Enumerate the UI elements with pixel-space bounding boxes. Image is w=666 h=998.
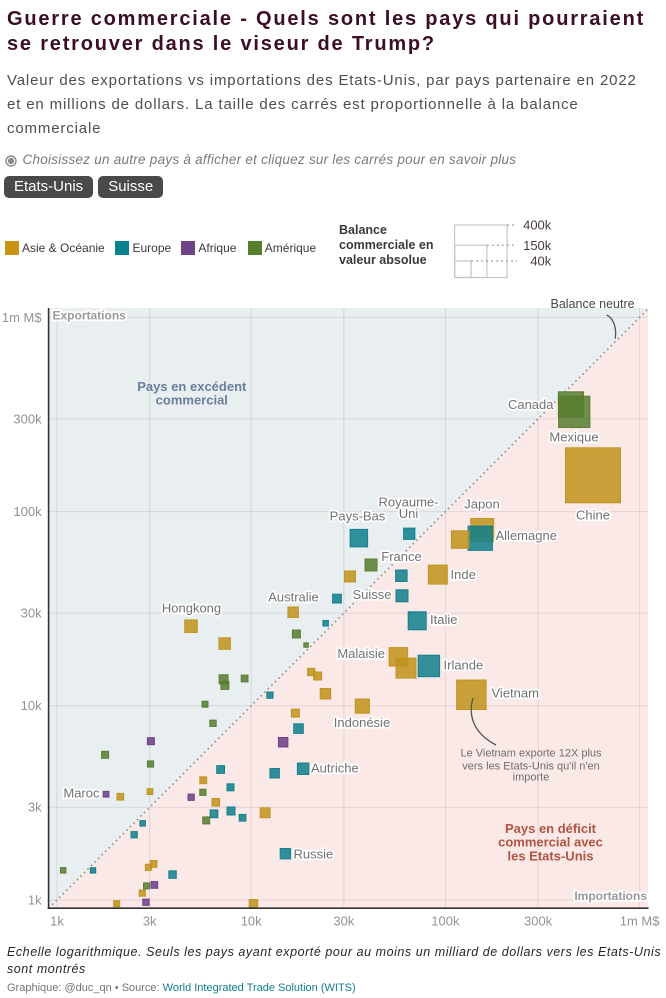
svg-text:les Etats-Unis: les Etats-Unis [508, 849, 594, 864]
svg-text:Autriche: Autriche [311, 761, 359, 776]
svg-text:30k: 30k [21, 606, 42, 621]
svg-text:Importations: Importations [574, 889, 647, 903]
svg-text:Pays-Bas: Pays-Bas [330, 509, 386, 524]
svg-text:400k: 400k [523, 218, 552, 233]
svg-text:Indonésie: Indonésie [334, 715, 390, 730]
svg-text:Hongkong: Hongkong [162, 601, 221, 616]
svg-text:Pays en déficit: Pays en déficit [505, 821, 597, 836]
svg-text:150k: 150k [523, 238, 552, 253]
svg-text:Japon: Japon [464, 497, 499, 512]
svg-text:Canada: Canada [508, 397, 554, 412]
svg-text:10k: 10k [21, 698, 42, 713]
svg-text:Exportations: Exportations [53, 309, 127, 323]
svg-text:300k: 300k [13, 411, 42, 426]
svg-text:30k: 30k [333, 913, 354, 928]
svg-text:3k: 3k [143, 913, 157, 928]
svg-text:importe: importe [513, 772, 550, 784]
svg-text:3k: 3k [28, 800, 42, 815]
svg-text:1k: 1k [28, 892, 42, 907]
svg-text:Inde: Inde [451, 567, 476, 582]
svg-text:Malaisie: Malaisie [337, 646, 385, 661]
svg-text:Le Vietnam exporte 12X plus: Le Vietnam exporte 12X plus [460, 747, 602, 759]
svg-text:commercial avec: commercial avec [498, 835, 603, 850]
svg-text:40k: 40k [530, 254, 551, 269]
svg-text:100k: 100k [13, 504, 42, 519]
svg-text:Pays en excédent: Pays en excédent [137, 379, 247, 394]
svg-text:1m M$: 1m M$ [2, 310, 43, 325]
svg-text:300k: 300k [524, 913, 553, 928]
svg-text:Suisse: Suisse [352, 587, 391, 602]
svg-text:Maroc: Maroc [63, 786, 100, 801]
svg-text:1m M$: 1m M$ [620, 913, 661, 928]
svg-text:100k: 100k [431, 913, 460, 928]
svg-text:Uni: Uni [399, 506, 419, 521]
svg-text:Chine: Chine [576, 508, 610, 523]
svg-text:Balance neutre: Balance neutre [551, 297, 635, 311]
svg-text:Vietnam: Vietnam [492, 686, 539, 701]
svg-text:Mexique: Mexique [549, 430, 598, 445]
svg-text:10k: 10k [241, 913, 262, 928]
svg-text:commercial: commercial [156, 393, 228, 408]
svg-text:Australie: Australie [268, 590, 319, 605]
svg-text:Russie: Russie [294, 847, 334, 862]
svg-text:France: France [381, 549, 421, 564]
svg-text:vers les Etats-Unis qu'il n'en: vers les Etats-Unis qu'il n'en [462, 760, 599, 772]
svg-text:Irlande: Irlande [444, 658, 484, 673]
svg-text:Allemagne: Allemagne [496, 528, 557, 543]
svg-text:Italie: Italie [430, 612, 457, 627]
svg-text:Royaume-: Royaume- [379, 495, 439, 510]
svg-text:1k: 1k [50, 913, 64, 928]
